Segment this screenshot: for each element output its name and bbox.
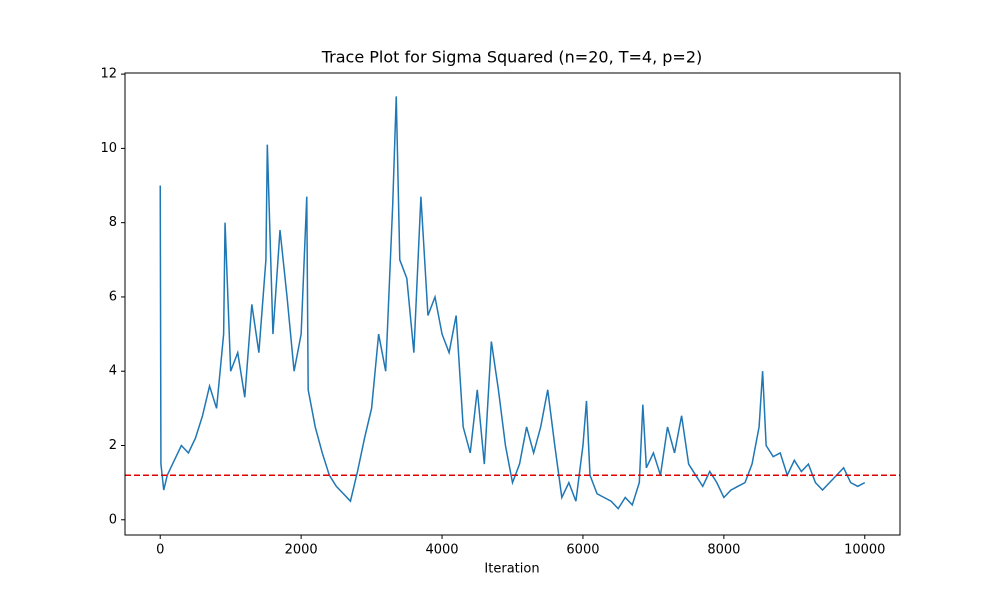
x-tick-label: 10000 <box>844 543 885 558</box>
x-tick-label: 6000 <box>566 543 599 558</box>
trace-line <box>159 96 866 510</box>
chart-title: Trace Plot for Sigma Squared (n=20, T=4,… <box>321 48 703 67</box>
y-tick-label: 8 <box>109 215 117 230</box>
y-tick-label: 10 <box>100 141 117 156</box>
x-tick-label: 0 <box>156 543 164 558</box>
plot-frame <box>124 72 901 536</box>
y-tick-label: 2 <box>109 438 117 453</box>
y-tick-label: 0 <box>109 512 117 527</box>
x-tick-label: 4000 <box>425 543 458 558</box>
x-axis-label: Iteration <box>484 562 539 577</box>
y-tick-label: 6 <box>109 289 117 304</box>
x-tick-label: 8000 <box>707 543 740 558</box>
x-tick-label: 2000 <box>285 543 318 558</box>
y-tick-label: 4 <box>109 364 117 379</box>
y-tick-label: 12 <box>100 67 117 82</box>
